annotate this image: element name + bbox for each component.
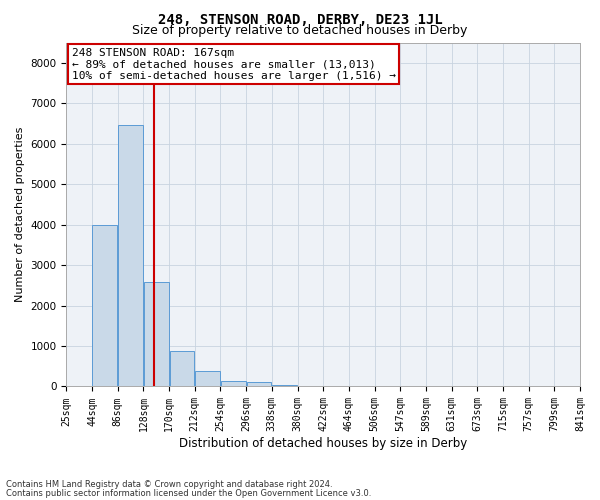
Bar (118, 126, 143, 386)
Text: 248 STENSON ROAD: 167sqm
← 89% of detached houses are smaller (13,013)
10% of se: 248 STENSON ROAD: 167sqm ← 89% of detach… (71, 48, 395, 81)
Text: 248, STENSON ROAD, DERBY, DE23 1JL: 248, STENSON ROAD, DERBY, DE23 1JL (158, 12, 442, 26)
Text: Contains HM Land Registry data © Crown copyright and database right 2024.: Contains HM Land Registry data © Crown c… (6, 480, 332, 489)
X-axis label: Distribution of detached houses by size in Derby: Distribution of detached houses by size … (179, 437, 467, 450)
Bar (92, 226, 118, 386)
Y-axis label: Number of detached properties: Number of detached properties (15, 127, 25, 302)
Bar (221, 381, 246, 386)
Bar (272, 384, 297, 386)
Bar (144, 282, 169, 387)
Bar (170, 352, 194, 386)
Text: Size of property relative to detached houses in Derby: Size of property relative to detached ho… (133, 24, 467, 37)
Bar (195, 372, 220, 386)
Bar (247, 382, 271, 386)
Text: Contains public sector information licensed under the Open Government Licence v3: Contains public sector information licen… (6, 488, 371, 498)
